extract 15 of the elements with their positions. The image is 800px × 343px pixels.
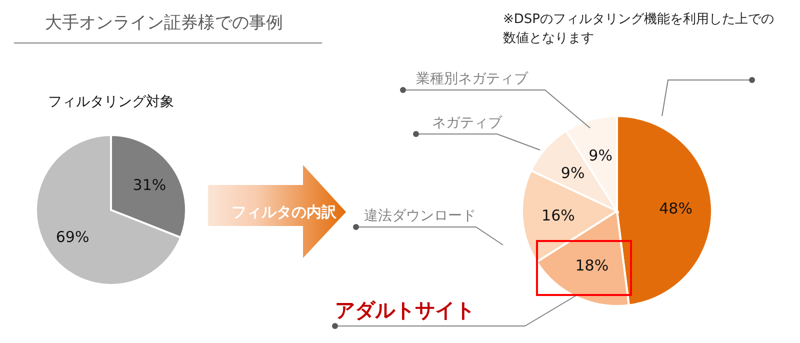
slice-label: ネガティブ	[432, 115, 503, 131]
slice-label: アダルトサイト	[335, 298, 475, 322]
data-label: 69%	[56, 228, 90, 246]
data-label: 31%	[132, 176, 166, 194]
slice-label: 業種別ネガティブ	[416, 71, 529, 87]
data-label: 48%	[659, 199, 692, 218]
text: フィルタの内訳	[232, 203, 338, 221]
text: 大手オンライン証券様での事例	[45, 13, 283, 33]
data-label: 18%	[575, 256, 609, 274]
data-label: 16%	[542, 206, 575, 225]
slice-label: 違法ダウンロード	[364, 208, 476, 224]
data-label: 9%	[560, 164, 585, 182]
chart-title: フィルタリング対象	[48, 94, 174, 110]
data-label: 9%	[588, 146, 612, 164]
text: ※DSPのフィルタリング機能を利用した上での数値となります	[503, 11, 775, 48]
